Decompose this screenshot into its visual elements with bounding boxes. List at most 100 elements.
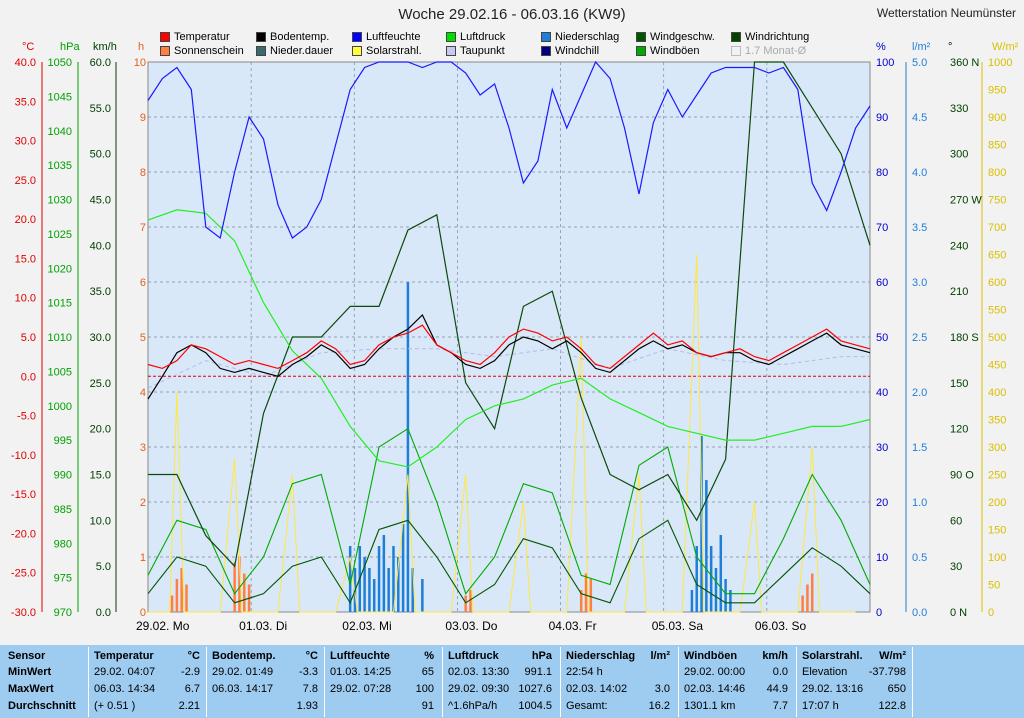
axis-dir-tick: 0 N <box>950 607 967 619</box>
axis-pct-tick: 50 <box>876 332 888 344</box>
bar-sonnenschein <box>180 568 183 612</box>
axis-hpa-tick: 995 <box>54 435 72 447</box>
bar-niederschlag <box>377 546 381 612</box>
series-windrichtung <box>148 61 871 568</box>
bar-sonnenschein <box>238 557 241 612</box>
bar-sonnenschein <box>170 595 174 612</box>
bar-niederschlag <box>729 590 732 612</box>
stats-cell-value: 65 <box>421 666 434 678</box>
stats-row: Elevation -37.798 <box>802 666 906 683</box>
stats-row: 29.02. 04:07 -2.9 <box>94 666 200 683</box>
bar-niederschlag <box>421 579 424 612</box>
axis-pct-tick: 60 <box>876 277 888 289</box>
stats-cell-value: 100 <box>415 683 434 695</box>
axis-kmh-tick: 40.0 <box>90 240 111 252</box>
legend-label: Luftfeuchte <box>366 31 421 43</box>
axis-solar-tick: 550 <box>988 305 1006 317</box>
legend-swatch <box>731 46 741 56</box>
bar-niederschlag <box>397 557 400 612</box>
legend-swatch <box>256 46 266 56</box>
stats-cell-time: 29.02. 00:00 <box>684 666 746 678</box>
stats-row: 02.03. 14:02 3.0 <box>566 683 670 700</box>
stats-header: Sensor <box>8 650 46 662</box>
chart-title: Woche 29.02.16 - 06.03.16 (KW9) <box>398 6 626 23</box>
legend-label: Nieder.dauer <box>270 45 333 57</box>
bar-sonnenschein <box>589 579 593 612</box>
axis-rain-tick: 1.0 <box>912 497 927 509</box>
stats-row: 29.02. 09:30 1027.6 <box>448 683 552 700</box>
axis-hpa-tick: 1020 <box>48 263 72 275</box>
bar-niederschlag <box>700 436 703 612</box>
axis-rain-tick: 1.5 <box>912 442 927 454</box>
axis-rain-tick: 3.0 <box>912 277 927 289</box>
stats-cell-value: 7.8 <box>302 683 318 695</box>
stats-cell-value: 91 <box>421 700 434 712</box>
stats-cell-value: 1.93 <box>296 700 318 712</box>
legend-item: Taupunkt <box>446 45 505 57</box>
axis-solar-tick: 300 <box>988 442 1006 454</box>
legend-label: Taupunkt <box>460 45 505 57</box>
legend-label: Windrichtung <box>745 31 810 43</box>
stats-col-feuchte: Luftfeuchte% 01.03. 14:25 65 29.02. 07:28 10… <box>330 650 434 717</box>
stats-separator <box>206 647 207 717</box>
stats-cell-time: 1301.1 km <box>684 700 736 712</box>
stats-header: Solarstrahl. W/m² <box>802 650 906 666</box>
stats-row: 06.03. 14:34 6.7 <box>94 683 200 700</box>
legend-item: Temperatur <box>160 31 230 43</box>
axis-solar-tick: 200 <box>988 497 1006 509</box>
stats-header-unit: % <box>424 650 434 662</box>
axis-dir-tick: 30 <box>950 561 962 573</box>
legend-swatch <box>352 46 362 56</box>
legend-item: Windchill <box>541 45 599 57</box>
bar-niederschlag <box>382 535 386 612</box>
stats-col-temp: Temperatur °C 29.02. 04:07 -2.9 06.03. 14:34… <box>94 650 200 717</box>
stats-cell-time: 29.02. 07:28 <box>330 683 392 695</box>
axis-rain-tick: 0.0 <box>912 607 927 619</box>
axis-pct-tick: 40 <box>876 387 888 399</box>
legend-item: Windrichtung <box>731 31 809 43</box>
legend-label: Sonnenschein <box>174 45 244 57</box>
bar-sonnenschein <box>243 573 246 612</box>
axis-hpa-tick: 1030 <box>48 195 72 207</box>
stats-cell-time: 02.03. 14:46 <box>684 683 746 695</box>
x-tick-label: 04.03. Fr <box>549 619 597 633</box>
stats-separator <box>442 647 443 717</box>
stats-row: Gesamt: 16.2 <box>566 700 670 717</box>
stats-cell-value: 7.7 <box>772 700 788 712</box>
stats-row: 29.02. 01:49 -3.3 <box>212 666 318 683</box>
axis-solar-tick: 750 <box>988 195 1006 207</box>
bar-niederschlag <box>372 579 376 612</box>
axis-temp-tick: -5.0 <box>17 411 36 423</box>
bar-sonnenschein <box>469 590 472 612</box>
axis-solar-tick: 700 <box>988 222 1006 234</box>
axis-solar-tick: 500 <box>988 332 1006 344</box>
axis-rain-tick: 2.5 <box>912 332 927 344</box>
axis-dir-tick: 60 <box>950 515 962 527</box>
stats-row: 06.03. 14:17 7.8 <box>212 683 318 700</box>
axis-temp-tick: 5.0 <box>21 332 36 344</box>
axis-h-tick: 8 <box>140 167 146 179</box>
bar-niederschlag <box>411 568 414 612</box>
stats-row: 29.02. 07:28 100 <box>330 683 434 700</box>
bar-niederschlag <box>719 535 723 612</box>
axis-dir-tick: 210 <box>950 286 968 298</box>
bar-sonnenschein <box>185 584 188 612</box>
stats-col-boden: Bodentemp. °C 29.02. 01:49 -3.3 06.03. 14:17… <box>212 650 318 717</box>
stats-cell-value: -2.9 <box>181 666 200 678</box>
axis-h-tick: 3 <box>140 442 146 454</box>
axis-kmh-tick: 5.0 <box>96 561 111 573</box>
legend-item: Luftfeuchte <box>352 31 420 43</box>
bar-niederschlag <box>714 568 718 612</box>
stats-header-label: Bodentemp. <box>212 650 276 662</box>
axis-dir-tick: 120 <box>950 424 968 436</box>
axis-solar-tick: 150 <box>988 525 1006 537</box>
legend-swatch <box>731 32 741 42</box>
stats-separator <box>796 647 797 717</box>
stats-header: Luftfeuchte% <box>330 650 434 666</box>
stats-header-label: Niederschlag <box>566 650 636 662</box>
axis-hpa-tick: 1050 <box>48 57 72 69</box>
stats-cell-value: 1004.5 <box>518 700 552 712</box>
stats-cell-value: 1027.6 <box>518 683 552 695</box>
stats-row: 29.02. 13:16 650 <box>802 683 906 700</box>
stats-row: 1.93 <box>212 700 318 717</box>
